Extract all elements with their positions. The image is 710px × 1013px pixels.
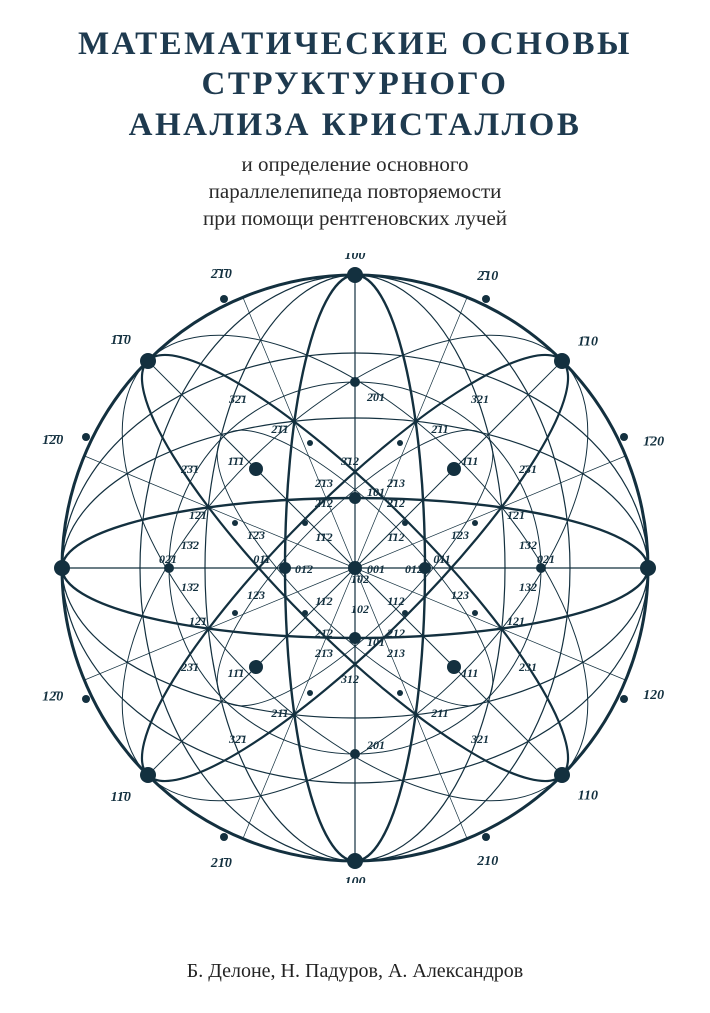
svg-text:02̄1: 02̄1 (159, 552, 177, 566)
svg-text:1̄21: 1̄21 (507, 508, 525, 522)
title-line-3: АНАЛИЗА КРИСТАЛЛОВ (78, 105, 632, 145)
svg-text:1̄01: 1̄01 (367, 485, 385, 499)
authors: Б. Делоне, Н. Падуров, А. Александров (187, 960, 523, 983)
svg-text:312: 312 (340, 672, 359, 686)
svg-text:21̄0: 21̄0 (210, 856, 232, 871)
svg-text:012: 012 (405, 562, 423, 576)
subtitle-line-2: параллелепипеда повторяемости (203, 178, 507, 205)
svg-text:102: 102 (351, 602, 369, 616)
svg-text:1̄00: 1̄00 (345, 253, 366, 263)
svg-text:011: 011 (433, 552, 450, 566)
subtitle-line-3: при помощи рентгеновских лучей (203, 205, 507, 232)
svg-text:112: 112 (387, 594, 404, 608)
svg-text:1̄1̄2: 1̄1̄2 (315, 530, 332, 544)
svg-text:2̄1̄1: 2̄1̄1 (270, 422, 288, 436)
svg-text:21̄3: 21̄3 (314, 646, 333, 660)
svg-text:13̄2: 13̄2 (181, 580, 199, 594)
svg-text:2̄3̄1: 2̄3̄1 (180, 462, 199, 476)
svg-text:1̄2̄0: 1̄2̄0 (42, 434, 63, 449)
svg-text:01̄1: 01̄1 (253, 552, 270, 566)
svg-text:1̄3̄2: 1̄3̄2 (181, 538, 199, 552)
svg-text:11̄1: 11̄1 (228, 666, 245, 680)
svg-text:2̄10: 2̄10 (476, 269, 498, 284)
subtitle: и определение основного параллелепипеда … (203, 151, 507, 232)
svg-text:01̄2: 01̄2 (295, 562, 313, 576)
svg-text:2̄11: 2̄11 (430, 422, 448, 436)
svg-text:121: 121 (507, 614, 525, 628)
svg-text:2̄1̄0: 2̄1̄0 (210, 267, 232, 282)
svg-text:2̄12: 2̄12 (386, 496, 405, 510)
svg-text:1̄20: 1̄20 (643, 435, 664, 450)
svg-text:3̄2̄1: 3̄2̄1 (228, 392, 247, 406)
svg-text:1̄1̄1: 1̄1̄1 (228, 454, 245, 468)
svg-text:001: 001 (367, 562, 385, 576)
main-title: МАТЕМАТИЧЕСКИЕ ОСНОВЫ СТРУКТУРНОГО АНАЛИ… (78, 24, 632, 145)
title-line-1: МАТЕМАТИЧЕСКИЕ ОСНОВЫ (78, 24, 632, 64)
svg-text:2̄31: 2̄31 (518, 462, 537, 476)
title-line-2: СТРУКТУРНОГО (78, 64, 632, 104)
svg-text:2̄1̄2: 2̄1̄2 (314, 496, 333, 510)
svg-text:132: 132 (519, 580, 537, 594)
svg-text:101: 101 (367, 635, 385, 649)
svg-text:212: 212 (386, 626, 405, 640)
svg-text:1̄12: 1̄12 (387, 530, 404, 544)
svg-text:1̄02: 1̄02 (351, 572, 369, 586)
svg-text:2̄1̄3: 2̄1̄3 (314, 476, 333, 490)
stereographic-diagram: 1̄0010001̄00101̄101̄1̄011011̄02̄102̄1̄02… (40, 253, 670, 883)
svg-text:11̄2: 11̄2 (315, 594, 332, 608)
svg-text:1̄2̄3: 1̄2̄3 (247, 528, 265, 542)
svg-text:213: 213 (386, 646, 405, 660)
svg-text:1̄2̄1: 1̄2̄1 (189, 508, 207, 522)
svg-text:1̄10: 1̄10 (578, 335, 598, 350)
svg-text:231: 231 (518, 660, 537, 674)
svg-text:201: 201 (366, 738, 385, 752)
svg-text:3̄21: 3̄21 (470, 392, 489, 406)
svg-text:211: 211 (430, 706, 448, 720)
svg-text:1̄23: 1̄23 (451, 528, 469, 542)
svg-text:12̄0: 12̄0 (42, 690, 63, 705)
subtitle-line-1: и определение основного (203, 151, 507, 178)
svg-text:11̄0: 11̄0 (111, 790, 131, 805)
svg-text:210: 210 (476, 854, 498, 869)
svg-text:123: 123 (451, 588, 469, 602)
svg-text:1̄32: 1̄32 (519, 538, 537, 552)
svg-text:21̄1: 21̄1 (270, 706, 288, 720)
svg-text:2̄13: 2̄13 (386, 476, 405, 490)
svg-text:120: 120 (643, 688, 664, 703)
svg-text:12̄1: 12̄1 (189, 614, 207, 628)
svg-text:2̄01: 2̄01 (366, 390, 385, 404)
svg-text:1̄11: 1̄11 (462, 454, 479, 468)
svg-text:021: 021 (537, 552, 555, 566)
svg-text:100: 100 (345, 875, 366, 883)
svg-text:32̄1: 32̄1 (228, 732, 247, 746)
svg-text:3̄12: 3̄12 (340, 454, 359, 468)
svg-text:111: 111 (462, 666, 479, 680)
svg-text:321: 321 (470, 732, 489, 746)
svg-text:110: 110 (578, 789, 598, 804)
svg-text:12̄3: 12̄3 (247, 588, 265, 602)
svg-text:1̄1̄0: 1̄1̄0 (111, 333, 131, 348)
svg-text:23̄1: 23̄1 (180, 660, 199, 674)
svg-text:21̄2: 21̄2 (314, 626, 333, 640)
